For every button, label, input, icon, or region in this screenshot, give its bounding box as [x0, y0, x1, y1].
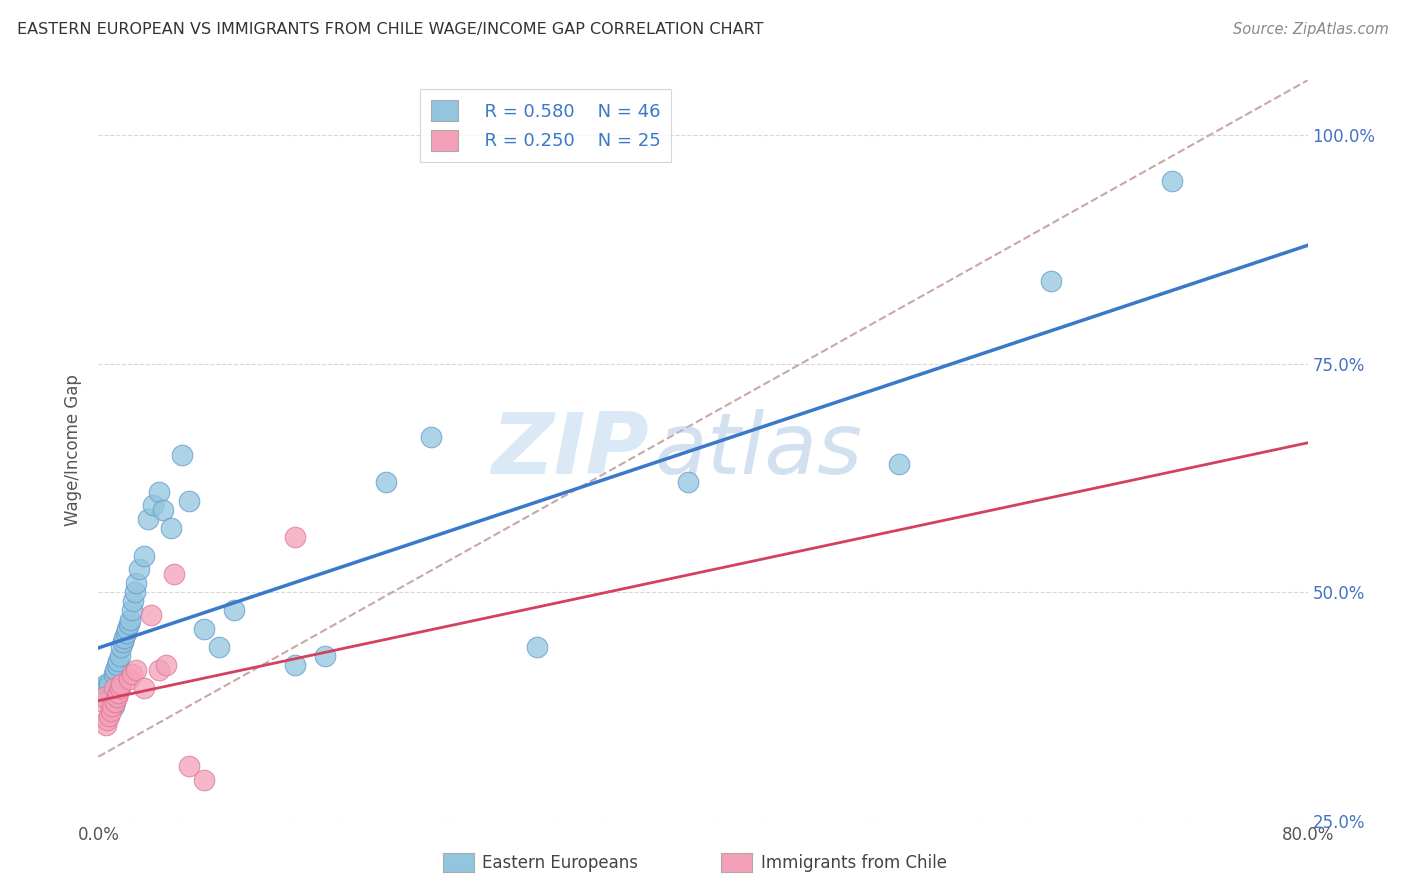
Point: [94, 676, 117, 690]
Point: [118, 672, 141, 686]
Text: Eastern Europeans: Eastern Europeans: [482, 854, 638, 871]
Point: [104, 663, 127, 677]
Point: [136, 512, 159, 526]
Point: [96, 681, 118, 695]
Point: [148, 663, 170, 677]
Y-axis label: Wage/Income Gap: Wage/Income Gap: [65, 375, 83, 526]
Point: [96, 713, 118, 727]
Point: [1039, 274, 1062, 288]
Point: [121, 603, 143, 617]
Point: [115, 622, 138, 636]
Point: [105, 658, 128, 673]
Point: [239, 868, 262, 882]
Point: [104, 695, 127, 709]
Point: [93, 690, 115, 705]
Point: [101, 690, 124, 705]
Point: [284, 658, 307, 673]
Point: [125, 576, 148, 591]
Point: [107, 686, 129, 700]
Point: [94, 717, 117, 731]
Point: [160, 521, 183, 535]
Point: [105, 690, 128, 705]
Point: [101, 699, 124, 714]
Point: [110, 676, 132, 690]
Point: [125, 663, 148, 677]
Point: [155, 658, 177, 673]
Point: [111, 635, 134, 649]
Text: Immigrants from Chile: Immigrants from Chile: [761, 854, 946, 871]
Point: [284, 530, 307, 544]
Point: [374, 475, 396, 490]
Text: EASTERN EUROPEAN VS IMMIGRANTS FROM CHILE WAGE/INCOME GAP CORRELATION CHART: EASTERN EUROPEAN VS IMMIGRANTS FROM CHIL…: [17, 22, 763, 37]
Point: [889, 457, 911, 471]
Point: [141, 607, 163, 622]
Point: [124, 585, 146, 599]
Point: [179, 493, 201, 508]
Point: [193, 622, 215, 636]
Point: [142, 498, 165, 512]
Text: ZIP: ZIP: [491, 409, 648, 492]
Point: [132, 681, 155, 695]
Point: [208, 640, 231, 654]
Point: [112, 631, 135, 645]
Point: [526, 640, 548, 654]
Point: [163, 566, 186, 581]
Point: [121, 667, 143, 681]
Point: [170, 448, 193, 462]
Point: [193, 772, 215, 787]
Point: [103, 699, 125, 714]
Point: [108, 649, 131, 664]
Point: [107, 654, 129, 668]
Point: [224, 603, 246, 617]
Point: [676, 475, 699, 490]
Point: [103, 681, 125, 695]
Point: [118, 617, 141, 632]
Point: [120, 613, 142, 627]
Point: [314, 649, 336, 664]
Point: [108, 681, 131, 695]
Point: [98, 708, 121, 723]
Point: [91, 695, 114, 709]
Point: [114, 626, 136, 640]
Point: [148, 484, 170, 499]
Point: [420, 430, 443, 444]
Point: [91, 681, 114, 695]
Point: [179, 759, 201, 773]
Point: [100, 704, 122, 718]
Point: [132, 549, 155, 563]
Text: Source: ZipAtlas.com: Source: ZipAtlas.com: [1233, 22, 1389, 37]
Point: [98, 676, 121, 690]
Point: [100, 695, 122, 709]
Legend:   R = 0.580    N = 46,   R = 0.250    N = 25: R = 0.580 N = 46, R = 0.250 N = 25: [420, 89, 671, 161]
Point: [1160, 174, 1182, 188]
Point: [152, 503, 174, 517]
Point: [128, 562, 150, 576]
Text: atlas: atlas: [655, 409, 863, 492]
Point: [110, 640, 132, 654]
Point: [122, 594, 145, 608]
Point: [103, 667, 125, 681]
Point: [224, 827, 246, 841]
